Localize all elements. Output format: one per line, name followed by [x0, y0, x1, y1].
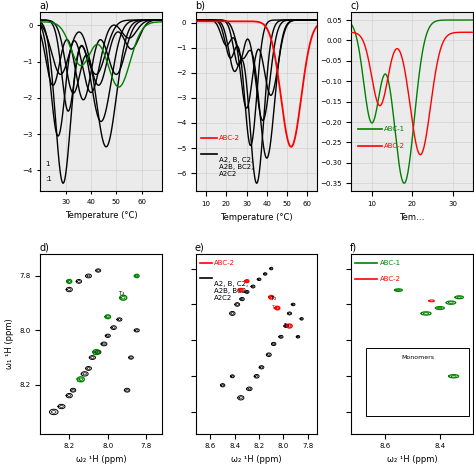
X-axis label: Temperature (°C): Temperature (°C) [65, 210, 137, 219]
Text: b): b) [195, 0, 205, 10]
Text: T$_3$: T$_3$ [118, 290, 125, 299]
Text: T$_2$: T$_2$ [270, 294, 278, 302]
Text: ABC-1: ABC-1 [380, 260, 401, 266]
Text: A2, B, C2,
A2B, BC2,
A2C2: A2, B, C2, A2B, BC2, A2C2 [219, 157, 254, 177]
Text: T$_3$: T$_3$ [283, 321, 291, 329]
Text: T$_1$: T$_1$ [75, 376, 83, 385]
X-axis label: ω₂ ¹H (ppm): ω₂ ¹H (ppm) [387, 455, 438, 464]
Text: c): c) [350, 0, 359, 10]
Text: d): d) [39, 242, 49, 252]
Y-axis label: ω₁ ¹H (ppm): ω₁ ¹H (ppm) [5, 319, 14, 369]
Text: e): e) [195, 242, 204, 252]
FancyBboxPatch shape [366, 347, 469, 416]
X-axis label: Tem…: Tem… [400, 213, 425, 222]
Text: ABC-2: ABC-2 [214, 260, 235, 266]
X-axis label: ω₂ ¹H (ppm): ω₂ ¹H (ppm) [231, 455, 282, 464]
Text: 1: 1 [45, 161, 50, 167]
Text: ABC-2: ABC-2 [380, 276, 401, 283]
Text: T$_2$: T$_2$ [91, 349, 98, 357]
Text: Monomers: Monomers [402, 355, 435, 360]
Text: T$_1$: T$_1$ [271, 303, 279, 311]
Text: f): f) [350, 242, 357, 252]
Text: ABC-1: ABC-1 [384, 126, 405, 131]
X-axis label: Temperature (°C): Temperature (°C) [220, 213, 293, 222]
Text: :1: :1 [45, 175, 52, 182]
Text: ABC-2: ABC-2 [384, 144, 405, 149]
X-axis label: ω₂ ¹H (ppm): ω₂ ¹H (ppm) [76, 455, 127, 464]
Text: ABC-2: ABC-2 [219, 135, 240, 140]
Text: a): a) [39, 0, 49, 10]
Text: A2, B, C2,
A2B, BC2,
A2C2: A2, B, C2, A2B, BC2, A2C2 [214, 281, 248, 301]
